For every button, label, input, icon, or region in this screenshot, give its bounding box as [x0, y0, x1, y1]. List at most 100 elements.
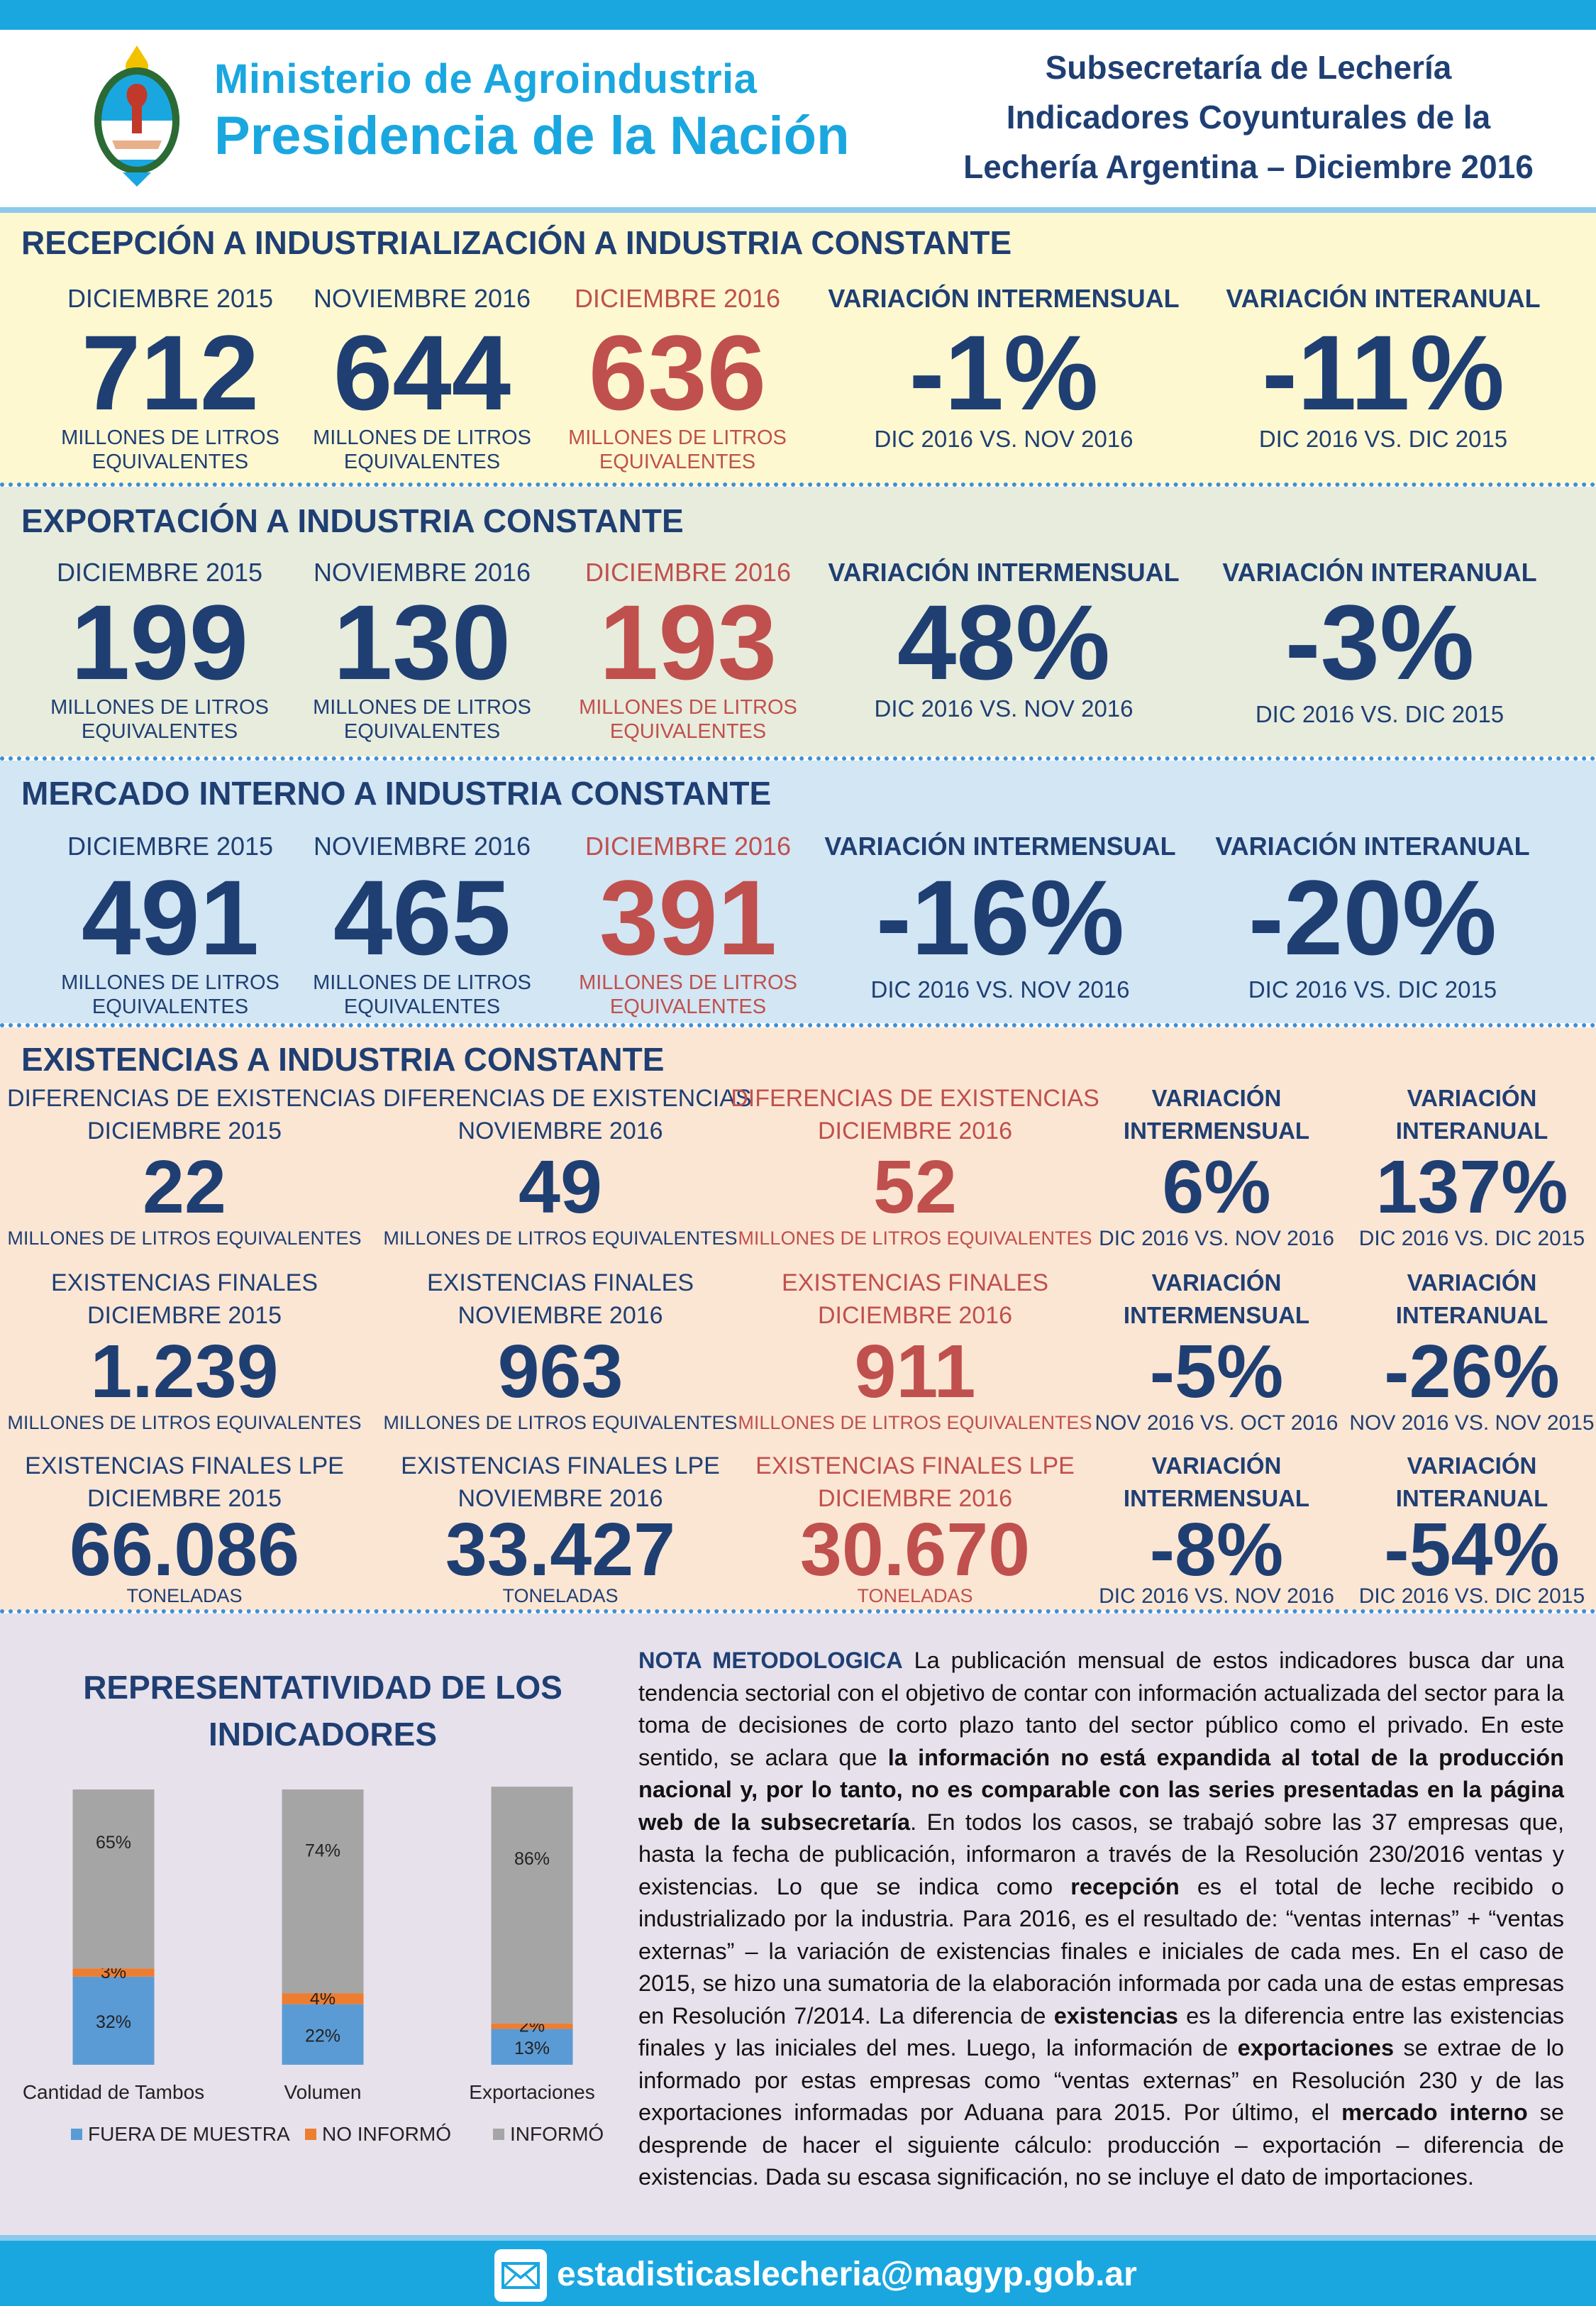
- unit: MILLONES DE LITROS: [313, 696, 531, 719]
- unit: EQUIVALENTES: [81, 720, 238, 743]
- legend-swatch: [493, 2129, 504, 2140]
- section-title: MERCADO INTERNO A INDUSTRIA CONSTANTE: [21, 775, 772, 812]
- value: 30.670: [799, 1508, 1031, 1591]
- section-title: RECEPCIÓN A INDUSTRIALIZACIÓN A INDUSTRI…: [21, 224, 1012, 261]
- metric-label: DIFERENCIAS DE EXISTENCIAS: [383, 1085, 752, 1112]
- footer: [0, 2241, 1596, 2306]
- contact-email-link[interactable]: estadisticaslecheria@magyp.gob.ar: [557, 2256, 1137, 2293]
- variation-value: -54%: [1384, 1508, 1560, 1591]
- unit: EQUIVALENTES: [609, 720, 767, 743]
- period-label: DICIEMBRE 2016: [584, 558, 792, 587]
- representatividad-chart: 32%3%65%Cantidad de Tambos22%4%74%Volume…: [23, 1787, 604, 2145]
- header-divider: [0, 207, 1596, 213]
- period-label: DICIEMBRE 2016: [818, 1485, 1012, 1512]
- recepcion-nov2016: NOVIEMBRE 2016 644 MILLONES DE LITROS EQ…: [294, 284, 550, 474]
- bar-segment: [72, 1968, 155, 1977]
- note-emphasis: existencias: [1053, 2002, 1178, 2029]
- value: 636: [588, 313, 767, 432]
- chart-title-line: REPRESENTATIVIDAD DE LOS: [83, 1669, 563, 1706]
- unit: EQUIVALENTES: [343, 451, 501, 473]
- variation-label: INTERMENSUAL: [1123, 1485, 1310, 1511]
- unit: MILLONES DE LITROS EQUIVALENTES: [738, 1412, 1092, 1433]
- metric-label: EXISTENCIAS FINALES: [782, 1269, 1048, 1296]
- value: 199: [70, 583, 249, 702]
- existencias-row1-nov2016: DIFERENCIAS DE EXISTENCIAS NOVIEMBRE 201…: [383, 1082, 752, 1249]
- exportacion-section: EXPORTACIÓN A INDUSTRIA CONSTANTE DICIEM…: [0, 487, 1596, 756]
- unit: MILLONES DE LITROS EQUIVALENTES: [7, 1412, 362, 1433]
- note-text: es la diferencia entre las existencias f…: [638, 2002, 1565, 2061]
- existencias-row3-dic2016: EXISTENCIAS FINALES LPE DICIEMBRE 2016 3…: [731, 1450, 1099, 1607]
- variation-value: -1%: [909, 313, 1099, 432]
- bar-segment: [72, 1976, 155, 2065]
- value: 712: [81, 313, 260, 432]
- unit: TONELADAS: [502, 1585, 619, 1606]
- recepcion-intermensual: VARIACIÓN INTERMENSUAL -1% DIC 2016 VS. …: [816, 284, 1192, 453]
- period-label: DICIEMBRE 2015: [67, 832, 274, 861]
- bar-segment: [491, 2029, 573, 2065]
- recepcion-dic2015: DICIEMBRE 2015 712 MILLONES DE LITROS EQ…: [43, 284, 298, 474]
- unit: MILLONES DE LITROS: [313, 971, 531, 994]
- value: 49: [519, 1145, 602, 1229]
- variation-comparison: DIC 2016 VS. DIC 2015: [1358, 1584, 1585, 1608]
- legend-label: FUERA DE MUESTRA: [88, 2123, 290, 2145]
- period-label: NOVIEMBRE 2016: [458, 1118, 663, 1144]
- bar-segment: [72, 1789, 155, 1969]
- section-title: EXPORTACIÓN A INDUSTRIA CONSTANTE: [21, 502, 684, 539]
- exportacion-interanual: VARIACIÓN INTERANUAL -3% DIC 2016 VS. DI…: [1199, 558, 1561, 728]
- note-text: . En todos los casos, se trabajó sobre l…: [638, 1809, 1564, 1899]
- note-text: se desprende de hacer el siguiente cálcu…: [638, 2100, 1565, 2190]
- unit: MILLONES DE LITROS: [568, 426, 787, 449]
- period-label: DICIEMBRE 2015: [87, 1302, 282, 1329]
- legend-swatch: [305, 2129, 316, 2140]
- exportacion-dic2015: DICIEMBRE 2015 199 MILLONES DE LITROS EQ…: [32, 558, 287, 744]
- page-title-line: Lechería Argentina – Diciembre 2016: [963, 148, 1534, 185]
- variation-label: INTERANUAL: [1395, 1118, 1548, 1144]
- mail-icon: [494, 2249, 547, 2302]
- metric-label: EXISTENCIAS FINALES LPE: [755, 1452, 1075, 1479]
- period-label: NOVIEMBRE 2016: [313, 284, 531, 313]
- mercado-intermensual: VARIACIÓN INTERMENSUAL -16% DIC 2016 VS.…: [816, 832, 1185, 1003]
- variation-value: -16%: [875, 858, 1125, 977]
- unit: TONELADAS: [857, 1585, 973, 1606]
- unit: MILLONES DE LITROS EQUIVALENTES: [383, 1412, 738, 1433]
- variation-comparison: NOV 2016 VS. OCT 2016: [1095, 1411, 1339, 1435]
- period-label: NOVIEMBRE 2016: [313, 832, 531, 861]
- value: 465: [333, 858, 511, 977]
- presidency-name: Presidencia de la Nación: [214, 106, 850, 166]
- value: 391: [599, 858, 777, 977]
- metric-label: DIFERENCIAS DE EXISTENCIAS: [731, 1085, 1099, 1112]
- unit: MILLONES DE LITROS: [61, 971, 279, 994]
- unit: MILLONES DE LITROS: [50, 696, 269, 719]
- note-emphasis: la información no está expandida al tota…: [638, 1744, 1565, 1835]
- variation-label: VARIACIÓN: [1407, 1269, 1537, 1296]
- variation-label: VARIACIÓN INTERANUAL: [1215, 832, 1530, 861]
- value: 491: [81, 858, 260, 977]
- existencias-row2-nov2016: EXISTENCIAS FINALES NOVIEMBRE 2016 963 M…: [383, 1267, 738, 1434]
- unit: EQUIVALENTES: [92, 451, 249, 473]
- existencias-row2-dic2015: EXISTENCIAS FINALES DICIEMBRE 2015 1.239…: [7, 1267, 362, 1434]
- nota-metodologica: NOTA METODOLOGICA La publicación mensual…: [638, 1645, 1564, 2194]
- data-label: 22%: [305, 2026, 340, 2046]
- variation-label: VARIACIÓN INTERANUAL: [1222, 558, 1537, 587]
- bar-segment: [282, 1789, 364, 1994]
- exportacion-intermensual: VARIACIÓN INTERMENSUAL 48% DIC 2016 VS. …: [816, 558, 1192, 722]
- recepcion-interanual: VARIACIÓN INTERANUAL -11% DIC 2016 VS. D…: [1199, 284, 1568, 453]
- variation-value: -3%: [1285, 583, 1475, 702]
- unit: MILLONES DE LITROS: [579, 971, 797, 994]
- unit: TONELADAS: [126, 1585, 243, 1606]
- legend-label: NO INFORMÓ: [322, 2123, 451, 2145]
- variation-comparison: DIC 2016 VS. DIC 2015: [1358, 1227, 1585, 1250]
- recepcion-section: RECEPCIÓN A INDUSTRIALIZACIÓN A INDUSTRI…: [0, 213, 1596, 485]
- mercado-dic2015: DICIEMBRE 2015 491 MILLONES DE LITROS EQ…: [43, 832, 298, 1019]
- period-label: NOVIEMBRE 2016: [313, 558, 531, 587]
- variation-value: -8%: [1149, 1508, 1284, 1591]
- variation-comparison: DIC 2016 VS. NOV 2016: [1099, 1227, 1334, 1250]
- category-label: Cantidad de Tambos: [23, 2081, 204, 2103]
- existencias-row3-dic2015: EXISTENCIAS FINALES LPE DICIEMBRE 2015 6…: [7, 1450, 362, 1607]
- metric-label: EXISTENCIAS FINALES LPE: [25, 1452, 344, 1479]
- mercado-interanual: VARIACIÓN INTERANUAL -20% DIC 2016 VS. D…: [1192, 832, 1553, 1003]
- data-label: 86%: [514, 1849, 550, 1869]
- value: 22: [143, 1145, 226, 1229]
- unit: MILLONES DE LITROS EQUIVALENTES: [738, 1228, 1092, 1249]
- note-text: es el total de leche recibido o industri…: [638, 1873, 1564, 2029]
